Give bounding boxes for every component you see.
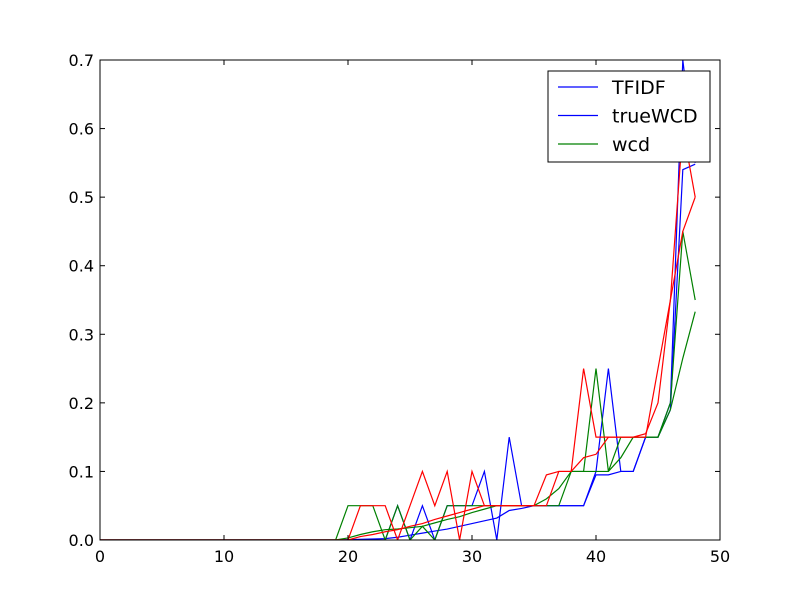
series-line-2 <box>100 163 696 540</box>
legend: TFIDF trueWCD wcd <box>547 70 711 163</box>
x-tick-label: 40 <box>586 547 606 566</box>
y-tick-label: 0.2 <box>69 394 94 413</box>
y-tick-label: 0.6 <box>69 120 94 139</box>
legend-label: trueWCD <box>612 106 698 128</box>
y-tick-label: 0.1 <box>69 462 94 481</box>
y-tick-label: 0.3 <box>69 325 94 344</box>
x-tick-label: 20 <box>338 547 358 566</box>
plot-frame <box>99 59 721 541</box>
x-tick-label: 50 <box>710 547 730 566</box>
series-line-6 <box>100 196 696 540</box>
legend-label: TFIDF <box>611 77 666 99</box>
x-tick-label: 10 <box>214 547 234 566</box>
x-tick-label: 30 <box>462 547 482 566</box>
series-layer <box>100 60 696 540</box>
y-tick-label: 0.4 <box>69 257 94 276</box>
legend-box <box>547 70 711 163</box>
legend-label: wcd <box>612 134 650 156</box>
y-tick-label: 0.5 <box>69 188 94 207</box>
y-tick-label: 0.0 <box>69 531 94 550</box>
y-tick-label: 0.7 <box>69 51 94 70</box>
tick-layer: 0 10 20 30 40 50 0.0 0.1 0.2 0.3 0.4 0.5 0.6 0.7 <box>69 51 731 566</box>
x-tick-label: 0 <box>95 547 105 566</box>
